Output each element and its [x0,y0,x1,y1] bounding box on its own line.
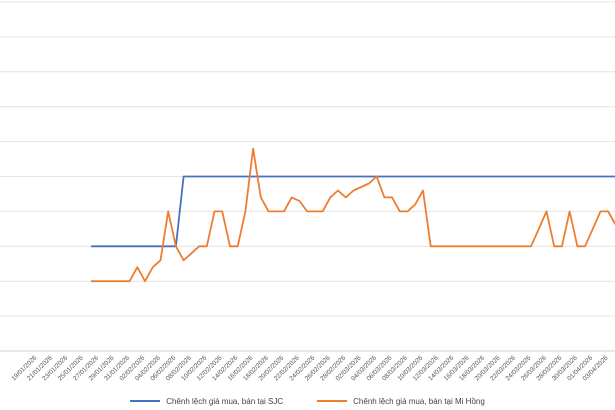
x-axis-tick-labels: 19/01/202621/01/202623/01/202625/01/2026… [10,354,609,382]
legend-swatch-mi-hong [317,400,348,402]
legend-swatch-sjc [130,400,161,402]
legend: Chênh lệch giá mua, bán tại SJC Chênh lệ… [0,393,615,409]
line-chart: 19/01/202621/01/202623/01/202625/01/2026… [0,1,615,382]
series-line-sjc [91,175,615,248]
series-line-mi-hong [91,147,615,283]
legend-label-mi-hong: Chênh lệch giá mua, bán tại Mi Hồng [353,396,485,406]
legend-label-sjc: Chênh lệch giá mua, bán tại SJC [166,396,284,406]
legend-item-sjc: Chênh lệch giá mua, bán tại SJC [130,397,283,406]
legend-item-mi-hong: Chênh lệch giá mua, bán tại Mi Hồng [317,397,485,406]
series-lines [91,147,615,283]
